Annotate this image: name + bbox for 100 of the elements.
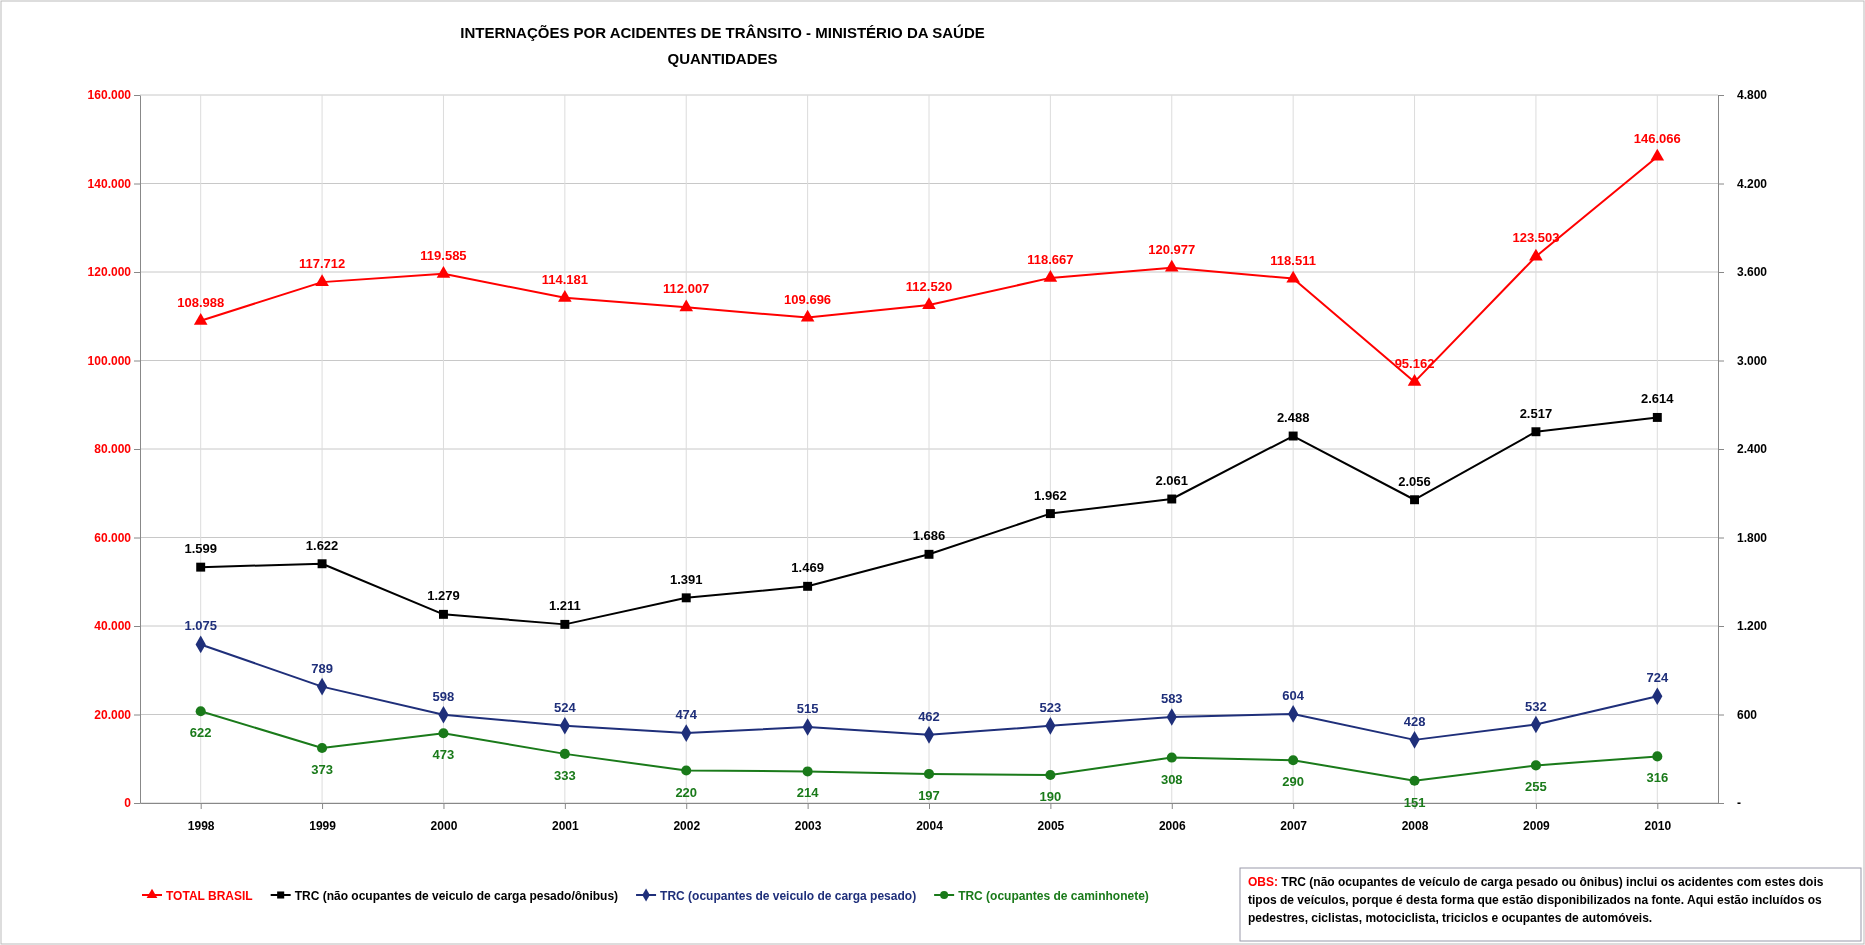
data-label: 622 [189,725,212,741]
y2-tick-label: - [1737,796,1741,811]
y-tick-label: 80.000 [94,442,132,457]
data-label: 1.075 [184,618,217,634]
x-tick-label: 2007 [1280,819,1308,833]
x-tick-label: 2002 [673,819,701,833]
point [317,559,327,569]
y-tick-label: 120.000 [87,265,132,280]
point [1286,270,1300,283]
text: OBS: TRC (não ocupantes de veículo de carga pesado ou ônibus) inclui os acidentes com estes dois tipos de veículos, porque é desta forma que estão disponibilizados na fonte. Aqui estão incluídos os pedestres, ciclistas, motociclista, triciclos e ocupantes de automóveis. [1248,875,1824,925]
point [1650,148,1665,161]
point [1167,494,1177,504]
y-tick-label: 100.000 [87,353,132,368]
x-tick-label: 2008 [1401,819,1429,833]
x-tick-label: 1999 [309,819,337,833]
data-label: 598 [432,688,455,704]
point [315,274,329,287]
data-label: 190 [1039,788,1062,804]
data-label: 290 [1282,774,1305,790]
y-tick-label: 60.000 [94,530,132,545]
point [196,562,206,572]
y2-tick-label: 3.000 [1737,353,1768,368]
point [560,619,570,629]
data-label: 2.061 [1155,473,1189,488]
point [438,609,448,619]
data-label: 197 [918,787,940,803]
y2-tick-label: 4.800 [1737,88,1768,103]
data-label: 255 [1525,779,1547,795]
data-label: 146.066 [1633,130,1681,146]
data-label: 789 [311,660,333,676]
data-label: 112.520 [905,279,953,295]
point [1164,259,1179,272]
y2-tick-label: 1.200 [1737,619,1768,634]
point [1652,751,1663,762]
point [558,289,572,302]
point [1045,769,1056,781]
data-label: 214 [796,785,820,801]
legend-label: TRC (ocupantes de veiculo de carga pesado) [660,889,917,903]
y2-tick-label: 600 [1737,707,1758,722]
data-label: 119.585 [420,247,467,263]
point [1043,270,1058,282]
point [1531,427,1541,437]
data-label: 109.696 [784,291,832,307]
chart-subtitle: QUANTIDADES [667,50,778,67]
data-label: 2.614 [1641,391,1675,407]
data-label: 112.007 [663,281,710,297]
point [1407,374,1422,386]
data-label: 474 [675,707,698,723]
y2-tick-label: 1.800 [1737,530,1768,545]
point [1530,760,1541,771]
x-tick-label: 2000 [430,819,458,833]
y-tick-label: 140.000 [87,176,132,191]
point [317,742,328,754]
x-tick-label: 1998 [187,819,215,833]
data-label: 1.622 [305,537,339,553]
legend-label: TRC (não ocupantes de veiculo de carga pesado/ônibus) [294,889,619,903]
legend-label: TRC (ocupantes de caminhonete) [958,889,1149,903]
data-label: 2.488 [1276,410,1310,426]
x-tick-label: 2010 [1644,819,1672,833]
data-label: 462 [918,708,940,724]
x-tick-label: 2001 [551,819,580,833]
y-tick-label: 160.000 [87,88,132,103]
data-label: 524 [553,699,577,715]
data-label: 118.667 [1027,251,1074,267]
point [924,549,934,559]
y2-tick-label: 4.200 [1737,176,1768,191]
point [681,765,692,776]
x-tick-label: 2003 [794,819,822,833]
data-label: 123.503 [1512,230,1560,246]
data-label: 1.391 [669,571,703,587]
y2-tick-label: 2.400 [1737,442,1768,457]
data-label: 373 [311,761,333,777]
data-label: 473 [432,747,455,763]
y-tick-label: 0 [124,796,132,811]
x-tick-label: 2009 [1523,819,1551,833]
data-label: 1.279 [427,588,460,604]
point [195,706,206,717]
point [1409,775,1420,786]
point [923,768,935,779]
data-label: 108.988 [177,294,225,310]
data-label: 515 [796,701,819,717]
point [922,297,936,310]
point [1288,755,1299,766]
point [1288,431,1298,441]
data-label: 316 [1646,770,1669,786]
point [1652,412,1662,422]
point [193,312,208,325]
data-label: 308 [1160,771,1183,787]
data-label: 724 [1646,670,1669,686]
data-label: 1.469 [791,560,824,576]
data-label: 604 [1282,687,1305,703]
point [436,265,451,278]
x-tick-label: 2006 [1158,819,1186,833]
data-label: 428 [1403,713,1426,729]
x-tick-label: 2005 [1037,819,1065,833]
point [800,309,815,322]
data-label: 117.712 [298,256,346,272]
data-label: 2.517 [1519,405,1553,421]
data-label: 1.211 [548,598,581,614]
chart-title: INTERNAÇÕES POR ACIDENTES DE TRÂNSITO - MINISTÉRIO DA SAÚDE [460,24,985,41]
